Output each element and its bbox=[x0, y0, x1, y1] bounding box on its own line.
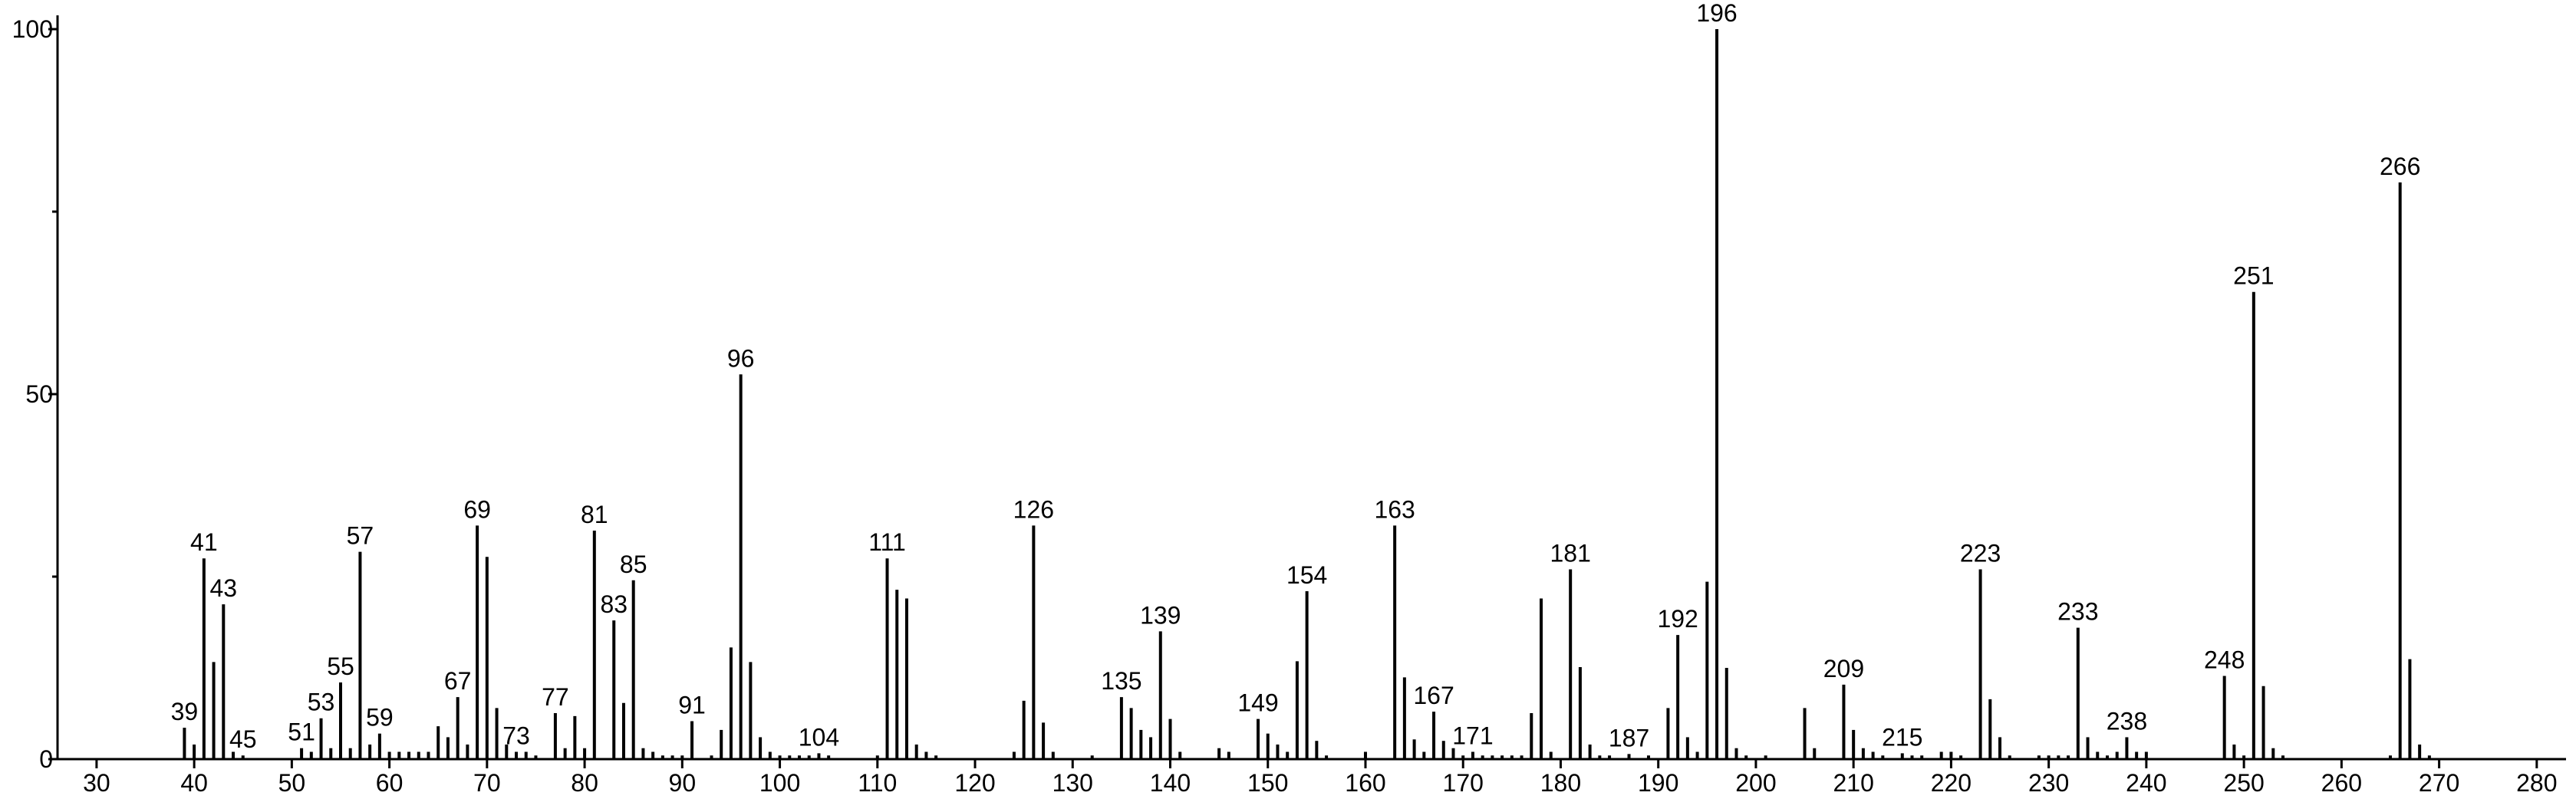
peak-label: 126 bbox=[1013, 495, 1054, 523]
peak-label: 39 bbox=[171, 698, 199, 725]
peak-label: 104 bbox=[799, 723, 839, 751]
x-tick-label: 60 bbox=[376, 769, 404, 797]
peak-label: 53 bbox=[308, 689, 335, 716]
y-tick-label: 100 bbox=[12, 15, 53, 43]
x-tick-label: 140 bbox=[1150, 769, 1191, 797]
peak-label: 215 bbox=[1882, 723, 1922, 751]
peak-label: 163 bbox=[1374, 495, 1415, 523]
peak-label: 154 bbox=[1286, 561, 1327, 589]
peak-label: 266 bbox=[2380, 153, 2420, 180]
x-tick-label: 280 bbox=[2516, 769, 2557, 797]
peak-label: 91 bbox=[678, 691, 706, 718]
y-tick-label: 50 bbox=[25, 380, 53, 408]
x-tick-label: 120 bbox=[954, 769, 995, 797]
peak-label: 85 bbox=[620, 551, 647, 578]
x-tick-label: 110 bbox=[858, 769, 897, 797]
peak-label: 223 bbox=[1960, 539, 2001, 567]
peak-label: 67 bbox=[444, 667, 472, 695]
peak-label: 251 bbox=[2233, 262, 2274, 290]
peak-label: 57 bbox=[347, 522, 374, 550]
peak-label: 167 bbox=[1413, 682, 1454, 709]
peak-label: 111 bbox=[868, 528, 906, 556]
peak-label: 96 bbox=[727, 344, 755, 372]
x-tick-label: 40 bbox=[180, 769, 208, 797]
peak-label: 135 bbox=[1101, 667, 1141, 695]
x-tick-label: 130 bbox=[1052, 769, 1093, 797]
x-tick-label: 190 bbox=[1638, 769, 1678, 797]
peak-label: 149 bbox=[1237, 689, 1278, 717]
peak-label: 45 bbox=[229, 725, 257, 753]
peak-label: 73 bbox=[502, 722, 530, 749]
x-tick-label: 200 bbox=[1735, 769, 1776, 797]
peak-label: 77 bbox=[542, 683, 569, 711]
peak-label: 209 bbox=[1823, 655, 1864, 682]
x-tick-label: 160 bbox=[1345, 769, 1385, 797]
peak-label: 233 bbox=[2057, 598, 2098, 626]
peak-label: 139 bbox=[1140, 601, 1181, 629]
peak-label: 171 bbox=[1452, 722, 1493, 749]
peak-label: 55 bbox=[327, 653, 354, 680]
x-tick-label: 240 bbox=[2126, 769, 2166, 797]
peak-label: 196 bbox=[1696, 0, 1737, 27]
x-tick-label: 210 bbox=[1833, 769, 1873, 797]
peak-label: 238 bbox=[2107, 707, 2147, 735]
peak-label: 181 bbox=[1550, 539, 1590, 567]
x-tick-label: 70 bbox=[473, 769, 501, 797]
peak-label: 83 bbox=[600, 590, 628, 618]
x-tick-label: 260 bbox=[2321, 769, 2362, 797]
peak-label: 192 bbox=[1657, 605, 1698, 633]
x-tick-label: 90 bbox=[669, 769, 697, 797]
x-tick-label: 150 bbox=[1247, 769, 1288, 797]
x-tick-label: 50 bbox=[278, 769, 306, 797]
peak-label: 248 bbox=[2204, 646, 2245, 673]
peak-label: 81 bbox=[581, 501, 608, 528]
x-tick-label: 230 bbox=[2028, 769, 2069, 797]
x-tick-label: 250 bbox=[2223, 769, 2264, 797]
peak-label: 69 bbox=[463, 495, 491, 523]
peak-label: 41 bbox=[190, 528, 218, 556]
x-tick-label: 100 bbox=[759, 769, 800, 797]
peak-label: 43 bbox=[210, 574, 238, 602]
x-tick-label: 170 bbox=[1443, 769, 1484, 797]
x-tick-label: 80 bbox=[571, 769, 598, 797]
x-tick-label: 270 bbox=[2419, 769, 2459, 797]
peak-label: 187 bbox=[1609, 724, 1649, 751]
x-tick-label: 30 bbox=[83, 769, 110, 797]
peak-label: 59 bbox=[366, 704, 394, 732]
y-tick-label: 0 bbox=[39, 745, 53, 773]
x-tick-label: 180 bbox=[1540, 769, 1581, 797]
peak-label: 51 bbox=[288, 718, 315, 746]
x-tick-label: 220 bbox=[1931, 769, 1972, 797]
